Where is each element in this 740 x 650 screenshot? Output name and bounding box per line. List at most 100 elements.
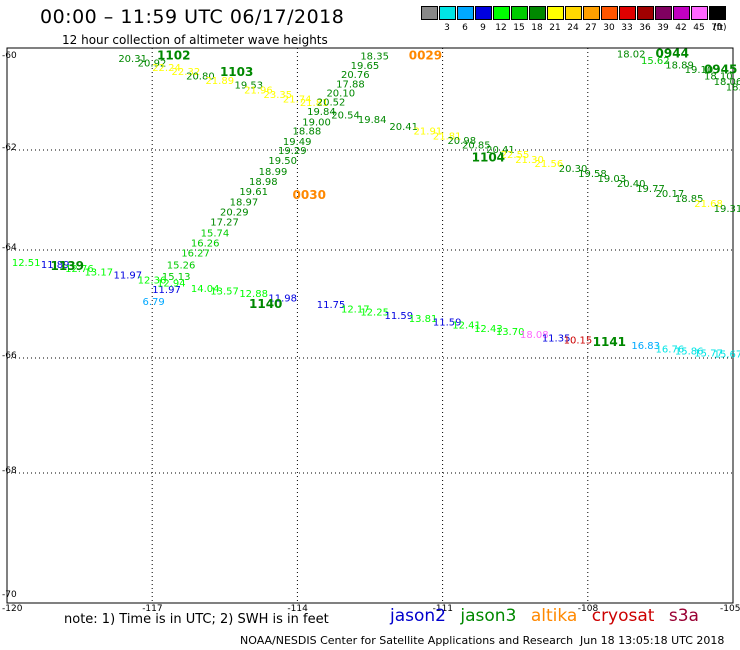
- wave-height-value: 19.29: [278, 146, 307, 157]
- wave-height-value: 19.31: [714, 204, 740, 215]
- wave-height-value: 18.06: [714, 77, 740, 88]
- pass-time-label: 1140: [249, 297, 282, 311]
- satellite-legend: jason2 jason3 altika cryosat s3a: [390, 606, 708, 626]
- wave-height-value: 16.26: [191, 239, 220, 250]
- wave-height-value: 11.75: [317, 300, 346, 311]
- wave-height-value: 15.67: [714, 350, 740, 361]
- wave-height-value: 16.76: [656, 344, 685, 355]
- credit-text: NOAA/NESDIS Center for Satellite Applica…: [240, 634, 574, 647]
- latitude-label: -64: [2, 243, 17, 253]
- wave-height-value: 18.02: [617, 49, 646, 60]
- wave-height-value: 12.43: [474, 324, 503, 335]
- wave-height-value: 12.51: [12, 258, 41, 269]
- wave-height-value: 21.81: [300, 98, 329, 109]
- wave-height-value: 18.90: [726, 83, 740, 94]
- color-scale-swatch: [655, 6, 672, 20]
- color-scale-label: 24: [567, 23, 579, 33]
- wave-height-value: 17.88: [336, 79, 365, 90]
- color-scale-swatch: [475, 6, 492, 20]
- wave-height-value: 19.84: [307, 107, 336, 118]
- wave-height-value: 20.52: [317, 98, 346, 109]
- color-scale-swatch: [583, 6, 600, 20]
- wave-height-value: 21.89: [205, 76, 234, 87]
- map-title: 00:00 – 11:59 UTC 06/17/2018: [40, 6, 345, 28]
- wave-height-value: 21.74: [283, 94, 312, 105]
- longitude-label: -105: [720, 604, 740, 614]
- color-scale-label: 70: [711, 23, 723, 33]
- wave-height-value: 19.77: [636, 184, 665, 195]
- wave-height-value: 19.49: [283, 137, 312, 148]
- wave-height-value: 19.50: [268, 156, 297, 167]
- latitude-label: -68: [2, 466, 17, 476]
- wave-height-value: 11.59: [385, 311, 414, 322]
- wave-height-value: 22.32: [172, 67, 201, 78]
- wave-height-value: 19.61: [239, 187, 268, 198]
- wave-height-value: 21.30: [515, 155, 544, 166]
- color-scale-swatch: [529, 6, 546, 20]
- pass-time-label: 1141: [593, 335, 626, 349]
- color-scale-swatch: [619, 6, 636, 20]
- wave-height-value: 13.81: [409, 314, 438, 325]
- color-scale-label: 42: [675, 23, 687, 33]
- wave-height-value: 19.53: [234, 81, 263, 92]
- wave-height-value: 12.41: [452, 321, 481, 332]
- wave-height-value: 23.35: [264, 90, 293, 101]
- wave-height-value: 18.99: [259, 167, 288, 178]
- longitude-label: -114: [287, 604, 308, 614]
- wave-height-value: 18.35: [360, 52, 389, 63]
- wave-height-value: 15.26: [167, 261, 196, 272]
- color-scale-label: 39: [657, 23, 669, 33]
- wave-height-value: 19.58: [578, 169, 607, 180]
- color-scale-label: 21: [549, 23, 561, 33]
- lat-lon-grid: [7, 48, 733, 603]
- wave-height-value: 20.85: [462, 140, 491, 151]
- wave-height-value: 17.27: [210, 218, 239, 229]
- color-scale-label: 9: [480, 23, 486, 33]
- wave-height-value: 21.81: [433, 131, 462, 142]
- wave-height-value: 18.88: [293, 127, 322, 138]
- wave-height-value: 20.30: [559, 164, 588, 175]
- wave-height-value: 13.57: [210, 287, 239, 298]
- legend-altika: altika: [530, 606, 578, 626]
- color-scale-label: 6: [462, 23, 468, 33]
- wave-height-value: 15.74: [201, 229, 230, 240]
- color-scale-label: 45: [693, 23, 705, 33]
- legend-cryosat: cryosat: [591, 606, 655, 626]
- wave-height-value: 13.17: [84, 268, 113, 279]
- wave-height-value: 11.97: [113, 270, 142, 281]
- wave-height-value: 19.03: [597, 174, 626, 185]
- wave-height-value: 18.89: [665, 60, 694, 71]
- pass-time-label: 1102: [157, 49, 190, 63]
- wave-height-value: 12.76: [65, 264, 94, 275]
- latitude-label: -60: [2, 51, 17, 61]
- wave-height-value: 21.96: [244, 85, 273, 96]
- wave-height-value: 20.31: [118, 54, 147, 65]
- pass-time-label: 0029: [409, 49, 442, 63]
- color-scale-swatch: [637, 6, 654, 20]
- wave-height-value: 6.79: [143, 297, 165, 308]
- legend-jason3: jason3: [460, 606, 517, 626]
- color-scale-label: 18: [531, 23, 543, 33]
- wave-height-value: 19.00: [302, 117, 331, 128]
- wave-height-value: 18.97: [230, 198, 259, 209]
- wave-height-value: 12.94: [157, 278, 186, 289]
- longitude-label: -111: [432, 604, 454, 614]
- color-scale-label: 12: [495, 23, 507, 33]
- timestamp-text: Jun 18 13:05:18 UTC 2018: [580, 634, 725, 647]
- wave-height-value: 13.70: [496, 327, 525, 338]
- longitude-label: -120: [2, 604, 23, 614]
- color-scale-swatch: [691, 6, 708, 20]
- latitude-label: -70: [2, 590, 17, 600]
- map-frame: [6, 47, 734, 604]
- wave-height-value: 15.86: [675, 346, 704, 357]
- color-scale-label: 30: [603, 23, 615, 33]
- latitude-label: -62: [2, 143, 17, 153]
- color-scale-unit: (ft): [713, 23, 727, 33]
- color-scale-label: 36: [639, 23, 651, 33]
- color-scale-swatch: [565, 6, 582, 20]
- wave-height-value: 15.13: [162, 272, 191, 283]
- wave-height-value: 12.36: [138, 276, 167, 287]
- wave-height-value: 20.17: [656, 189, 685, 200]
- wave-height-value: 16.83: [631, 341, 660, 352]
